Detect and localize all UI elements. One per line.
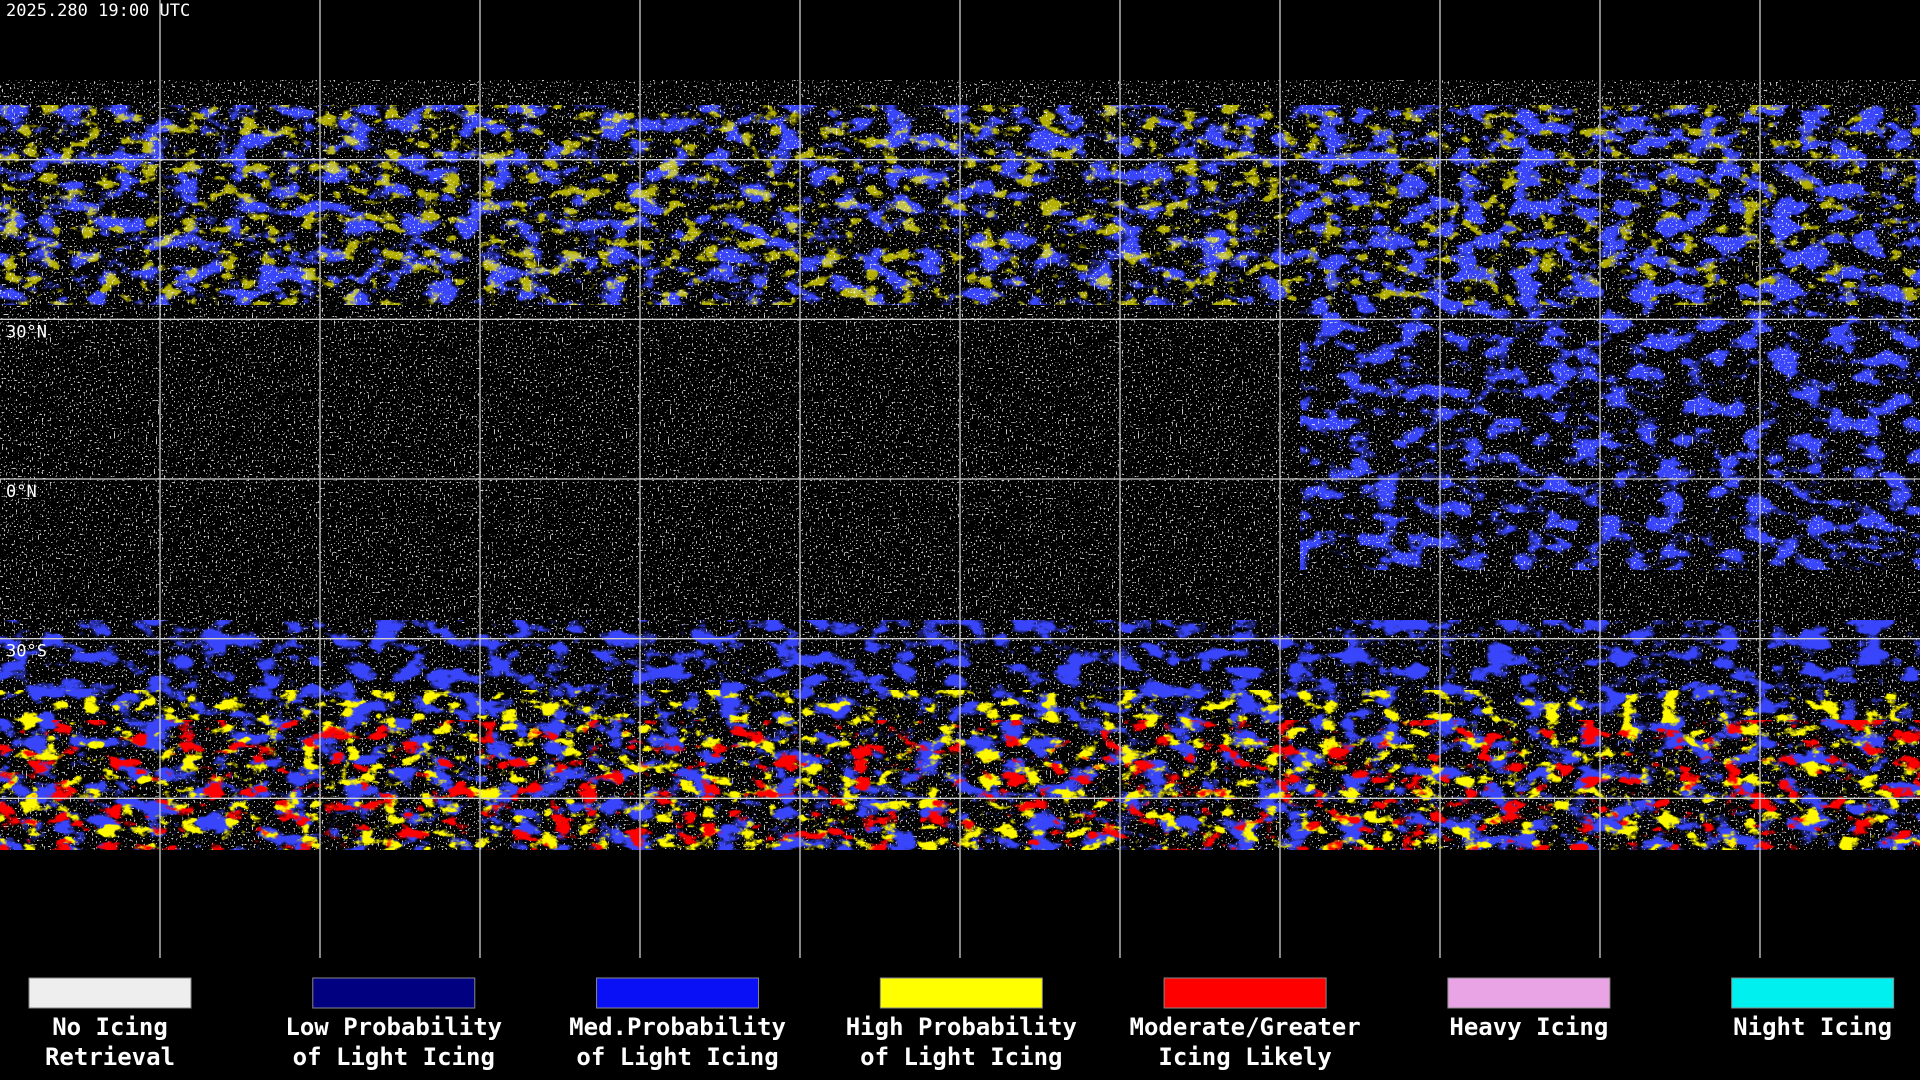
legend-label: Night Icing [1733,1013,1892,1041]
legend-swatch [1731,977,1895,1009]
legend-swatch [1163,977,1327,1009]
legend-swatch [879,977,1043,1009]
latitude-label: 30°N [6,322,47,342]
legend-label: Heavy Icing [1449,1013,1608,1041]
legend-label: of Light Icing [576,1043,778,1071]
legend-swatch [312,977,476,1009]
legend-label: Med.Probability [569,1013,786,1041]
graticule: 30°N 0°N 30°S [0,0,1920,958]
legend-swatch [28,977,192,1009]
legend-label: Retrieval [45,1043,175,1071]
legend-label: Low Probability [285,1013,502,1041]
legend-swatch [1447,977,1611,1009]
legend-label: of Light Icing [860,1043,1062,1071]
legend-label: No Icing [52,1013,168,1041]
latitude-label: 30°S [6,642,47,662]
legend-swatch [596,977,760,1009]
latitude-label: 0°N [6,482,37,502]
legend-label: High Probability [846,1013,1077,1041]
legend-label: Icing Likely [1158,1043,1331,1071]
legend-label: Moderate/Greater [1130,1013,1361,1041]
legend-label: of Light Icing [293,1043,495,1071]
timestamp: 2025.280 19:00 UTC [6,1,190,21]
